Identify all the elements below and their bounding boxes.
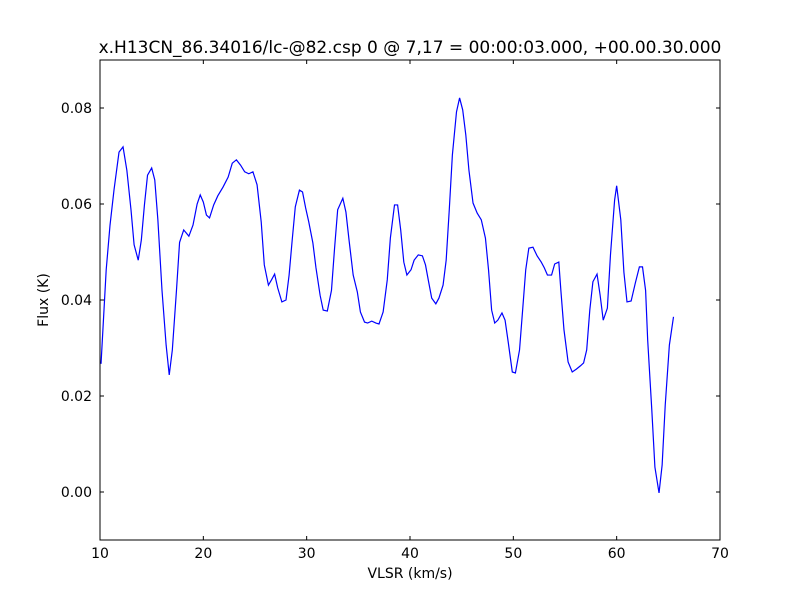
chart-title: x.H13CN_86.34016/lc-@82.csp 0 @ 7,17 = 0…	[99, 38, 722, 58]
y-tick-label: 0.00	[61, 485, 92, 501]
y-tick-label: 0.04	[61, 293, 92, 309]
x-tick-label: 40	[401, 546, 419, 562]
y-tick-label: 0.06	[61, 197, 92, 213]
x-tick-label: 60	[608, 546, 626, 562]
x-tick-label: 30	[298, 546, 316, 562]
plot-frame	[99, 59, 721, 541]
x-tick-label: 10	[91, 546, 109, 562]
x-tick-label: 70	[711, 546, 729, 562]
x-axis-label: VLSR (km/s)	[367, 566, 452, 582]
x-tick-label: 50	[504, 546, 522, 562]
y-tick-label: 0.08	[61, 101, 92, 117]
y-axis-label: Flux (K)	[36, 273, 52, 327]
data-line	[100, 97, 675, 494]
x-tick-label: 20	[194, 546, 212, 562]
y-tick-label: 0.02	[61, 389, 92, 405]
